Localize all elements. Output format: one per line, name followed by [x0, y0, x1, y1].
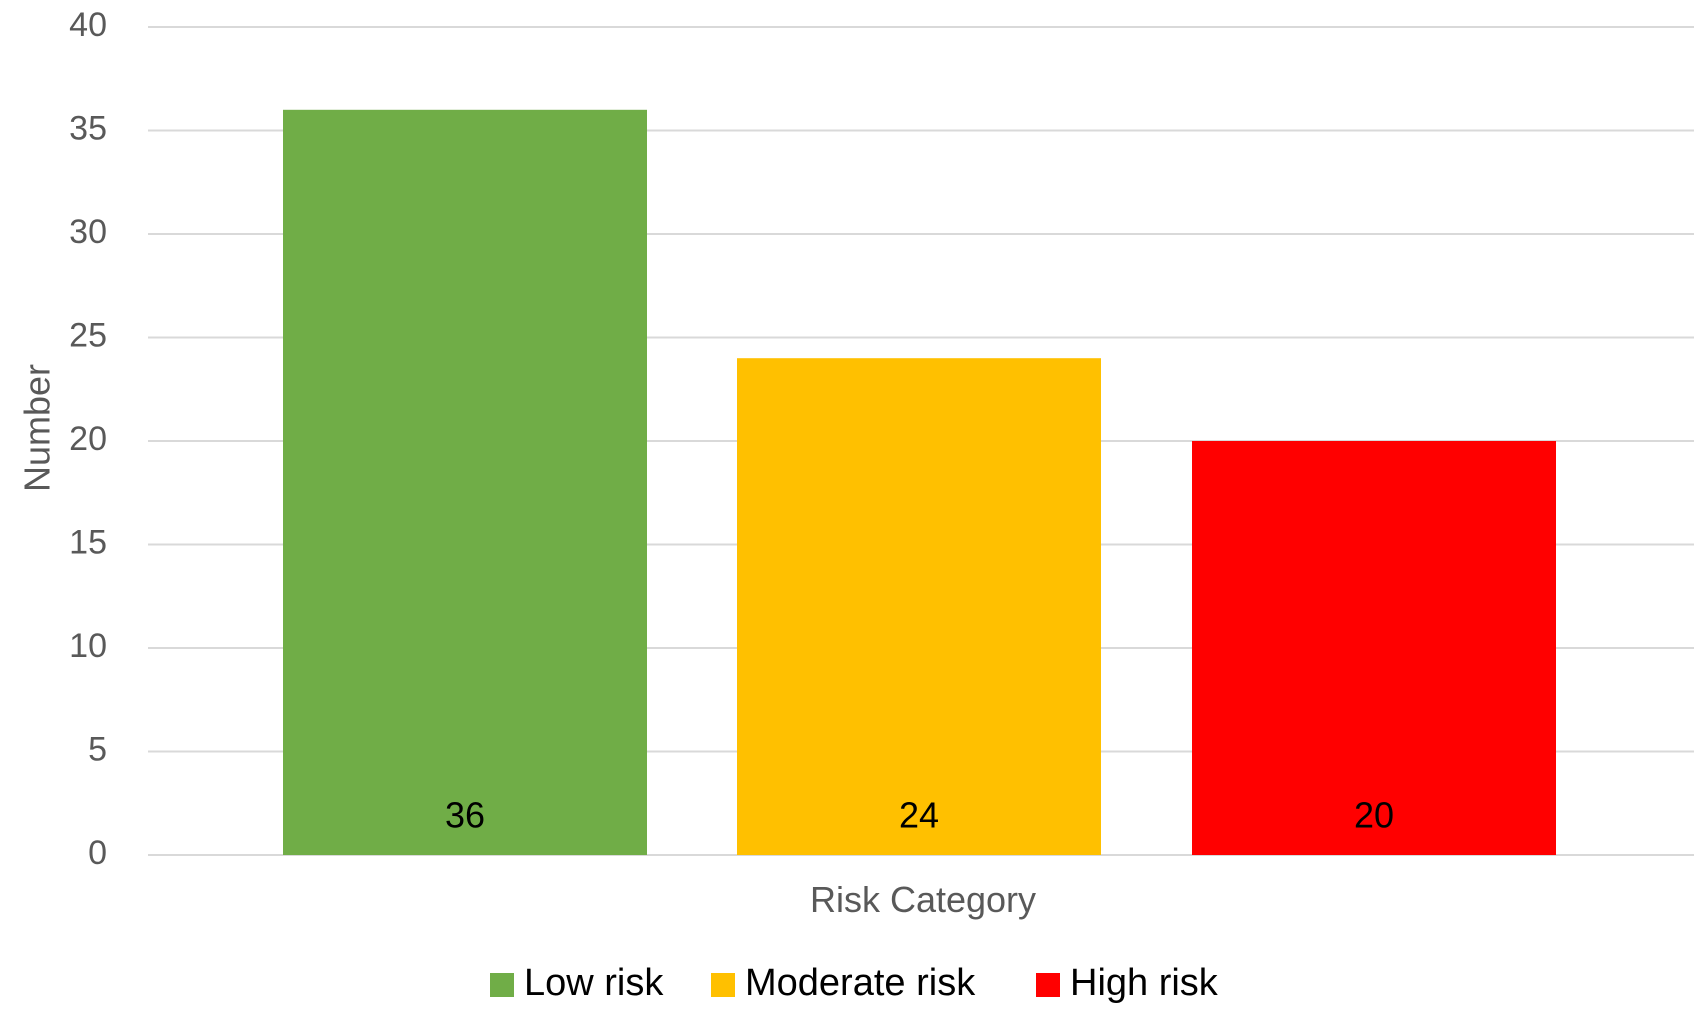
legend-swatch — [711, 973, 735, 997]
y-tick-label: 0 — [88, 834, 107, 872]
legend-swatch — [1036, 973, 1060, 997]
legend-label: Moderate risk — [745, 962, 976, 1004]
data-labels: 36 24 20 — [445, 795, 1394, 836]
y-tick-label: 25 — [69, 316, 107, 354]
data-label: 36 — [445, 795, 485, 836]
legend-label: Low risk — [524, 962, 664, 1004]
y-tick-label: 40 — [69, 6, 107, 44]
data-label: 20 — [1354, 795, 1394, 836]
data-label: 24 — [899, 795, 939, 836]
legend-label: High risk — [1070, 962, 1219, 1004]
y-tick-label: 5 — [88, 730, 107, 768]
y-tick-label: 30 — [69, 213, 107, 251]
legend: Low risk Moderate risk High risk — [490, 962, 1219, 1004]
y-tick-label: 20 — [69, 420, 107, 458]
bar-low-risk — [283, 109, 647, 856]
bar-high-risk — [1192, 441, 1556, 855]
bars — [283, 109, 1556, 856]
y-axis-title: Number — [17, 364, 58, 492]
y-tick-label: 10 — [69, 627, 107, 665]
x-axis-title: Risk Category — [810, 879, 1036, 920]
y-tick-label: 15 — [69, 523, 107, 561]
legend-swatch — [490, 973, 514, 997]
y-tick-label: 35 — [69, 109, 107, 147]
y-axis-tick-labels: 0 5 10 15 20 25 30 35 40 — [69, 6, 107, 872]
bar-moderate-risk — [737, 358, 1101, 855]
